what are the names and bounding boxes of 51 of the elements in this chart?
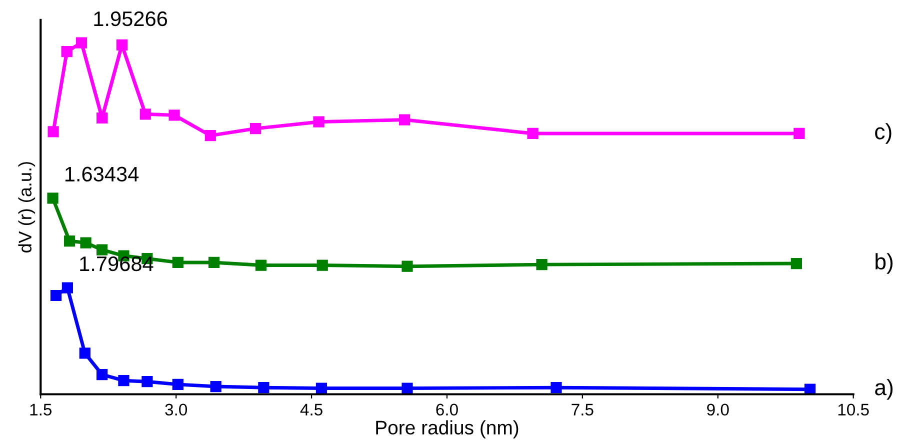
- annotation: 1.79684: [80, 256, 154, 272]
- point: [210, 380, 222, 392]
- point: [794, 128, 805, 140]
- x-tick-label: 7.5: [572, 404, 594, 416]
- point: [96, 369, 108, 380]
- point: [313, 116, 324, 128]
- point: [62, 282, 73, 294]
- x-tick-label: 9.0: [707, 404, 729, 416]
- point: [255, 260, 267, 271]
- point: [316, 260, 328, 271]
- point: [50, 290, 62, 302]
- text: b): [876, 253, 893, 274]
- y-axis-title: dV (r) (a.u.): [18, 162, 36, 252]
- point: [172, 378, 184, 390]
- point: [76, 37, 88, 48]
- point: [116, 39, 128, 50]
- point: [61, 46, 72, 58]
- point: [316, 382, 328, 394]
- annotation: 1.95266: [94, 11, 168, 26]
- point: [48, 126, 59, 138]
- point: [402, 260, 413, 272]
- x-tick-label: 3.0: [165, 404, 188, 416]
- point: [790, 258, 802, 270]
- point: [398, 114, 410, 126]
- point: [118, 375, 130, 386]
- point: [527, 128, 538, 140]
- point: [47, 192, 58, 204]
- x-tick-label: 6.0: [436, 404, 458, 416]
- point: [172, 256, 184, 268]
- point: [258, 382, 270, 394]
- point: [64, 235, 76, 247]
- point: [80, 237, 92, 248]
- point: [536, 259, 548, 270]
- point: [96, 112, 108, 124]
- x-tick-label: 1.5: [30, 404, 52, 416]
- text: a): [875, 378, 893, 400]
- point: [402, 382, 413, 394]
- point: [142, 376, 153, 388]
- point: [204, 130, 216, 142]
- x-tick-label: 10.5: [838, 404, 869, 416]
- text: c): [875, 123, 892, 144]
- x-axis-title: Pore radius (nm): [376, 420, 518, 438]
- point: [79, 348, 90, 359]
- point: [168, 110, 180, 121]
- point: [140, 108, 151, 120]
- point: [250, 122, 262, 134]
- x-tick-label: 4.5: [300, 404, 322, 416]
- point: [96, 244, 108, 256]
- point: [550, 382, 562, 394]
- point: [208, 256, 220, 268]
- annotation: 1.63434: [65, 166, 139, 182]
